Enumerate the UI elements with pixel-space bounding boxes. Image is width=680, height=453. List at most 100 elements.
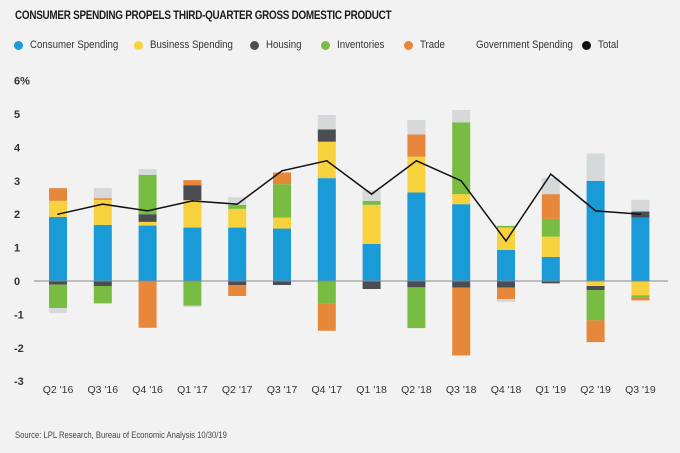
y-tick-label: -2 [14,343,24,355]
legend-label: Government Spending [476,39,573,51]
bar-segment-housing [183,185,202,201]
legend-item-inventories: Inventories [321,39,404,51]
bar-segment-consumer [541,256,560,281]
bar-segment-trade [273,172,291,185]
legend-item-business: Business Spending [134,39,250,51]
legend-item-government: Government Spending [469,39,582,51]
total-point [57,213,59,215]
total-point [415,159,418,162]
bar-segment-inventories [407,287,426,329]
x-tick-label: Q2 '16 [43,384,74,396]
bar-segment-consumer [317,178,336,281]
bar-segment-trade [317,303,336,331]
bar-segment-consumer [362,243,381,281]
bar-segment-business [362,204,381,244]
x-tick-label: Q3 '16 [87,384,118,396]
bar-segment-consumer [49,216,67,281]
legend-label: Trade [420,39,445,51]
y-tick-label: 4 [14,142,21,154]
bar-segment-government [183,305,202,308]
bar-segment-inventories [273,184,291,218]
legend-marker-business [134,40,143,50]
bar-segment-business [586,281,605,287]
bar-segment-consumer [228,227,247,281]
x-tick-label: Q2 '17 [222,384,253,396]
bar-segment-government [138,169,157,175]
y-tick-label: 5 [14,109,20,121]
x-tick-label: Q3 '17 [267,384,298,396]
bar-segment-consumer [586,180,605,281]
y-tick-label: -1 [14,309,24,321]
bar-segment-trade [586,320,605,343]
bar-segment-government [362,190,381,201]
bar-segment-consumer [138,225,157,281]
bar-segment-government [407,120,426,135]
bar-segment-trade [138,281,157,328]
bar-segment-trade [497,287,515,300]
x-tick-label: Q1 '18 [356,384,387,396]
bar-segment-inventories [138,174,157,215]
bar-segment-business [407,156,426,193]
bar-segment-housing [228,281,247,286]
bar-segment-housing [407,281,426,288]
bar-segment-inventories [631,295,650,298]
total-point [236,203,238,205]
bar-segment-trade [183,180,202,186]
total-point [326,159,328,162]
bar-segment-housing [452,281,471,288]
bar-segment-government [631,199,650,212]
bar-segment-housing [497,281,515,288]
bar-segment-trade [541,194,560,219]
x-tick-label: Q4 '18 [491,384,522,396]
bar-segment-inventories [183,281,202,306]
bar-segment-consumer [407,192,426,281]
bar-segment-inventories [452,122,471,195]
bar-segment-business [541,236,560,257]
y-tick-label: 1 [14,243,20,255]
chart-legend: Consumer Spending Business Spending Housin… [14,37,642,53]
bar-segment-consumer [497,249,515,281]
bar-segment-inventories [93,286,112,304]
bar-segment-inventories [317,281,336,304]
bar-segment-trade [228,285,247,297]
bar-segment-trade [452,287,471,356]
legend-label: Business Spending [150,39,233,51]
legend-marker-housing [250,40,259,50]
total-point [191,200,194,202]
x-tick-label: Q2 '18 [401,384,432,396]
legend-item-total: Total [582,39,642,51]
source-note: Source: LPL Research, Bureau of Economic… [15,430,227,440]
legend-marker-total [582,40,591,50]
bar-segment-government [586,153,605,181]
bar-segment-business [273,217,291,229]
bar-segment-government [452,109,471,123]
bar-segment-business [93,199,112,225]
x-tick-label: Q3 '19 [625,384,656,396]
legend-item-housing: Housing [250,39,321,51]
legend-label: Consumer Spending [30,39,119,51]
legend-item-trade: Trade [404,39,469,51]
bar-segment-housing [49,281,67,285]
bar-segment-trade [93,198,112,200]
legend-label: Total [598,39,619,51]
legend-label: Housing [266,39,302,51]
x-tick-label: Q2 '19 [580,384,611,396]
bar-segment-housing [586,286,605,291]
x-tick-label: Q1 '17 [177,384,208,396]
bar-segment-business [138,221,157,226]
bar-segment-government [228,197,247,205]
x-tick-label: Q4 '16 [132,384,163,396]
legend-marker-consumer [14,40,23,50]
bar-segment-inventories [228,204,247,209]
total-point [102,203,104,205]
total-point [146,210,149,212]
bar-segment-consumer [631,217,650,281]
bar-segment-consumer [273,228,291,281]
total-point [505,240,507,242]
total-point [460,180,463,182]
legend-marker-trade [404,40,413,50]
total-point [550,173,552,175]
bar-segment-housing [93,281,112,287]
bar-segment-business [452,194,471,205]
